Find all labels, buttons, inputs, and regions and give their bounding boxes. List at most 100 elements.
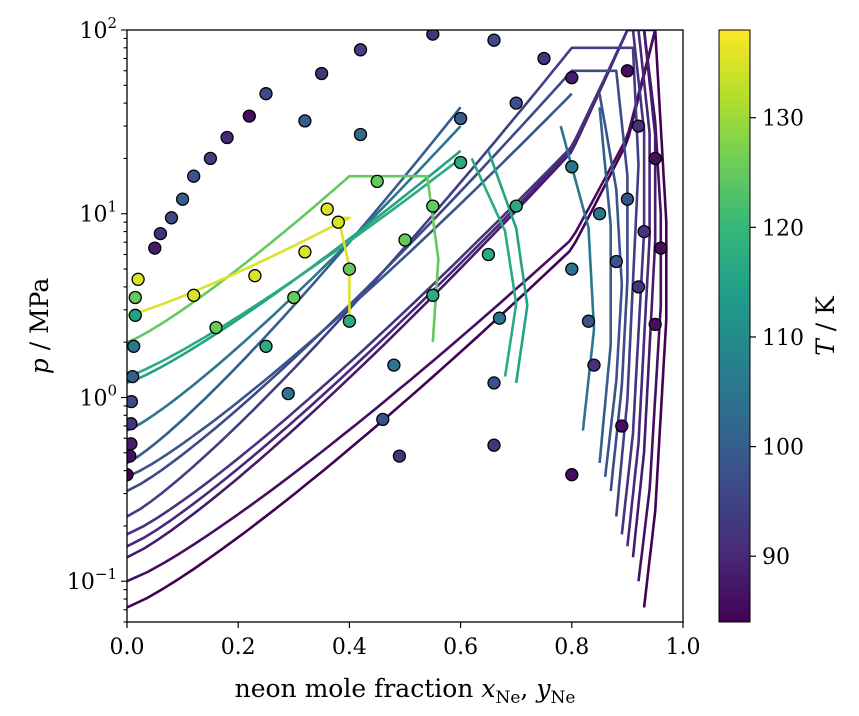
data-point xyxy=(153,226,168,241)
phase-curve-125K xyxy=(127,174,440,344)
data-point xyxy=(398,233,412,247)
data-point xyxy=(592,207,607,221)
data-point xyxy=(287,290,301,305)
data-point xyxy=(376,412,390,427)
data-point xyxy=(509,199,523,213)
data-point xyxy=(127,339,141,353)
data-point xyxy=(127,449,137,463)
data-point xyxy=(492,311,507,325)
y-tick-label: 102 xyxy=(79,14,117,44)
x-axis-label: neon mole fraction xNe, yNe xyxy=(235,674,576,708)
data-point xyxy=(609,254,623,269)
x-tick-label: 0.4 xyxy=(332,635,367,660)
data-point xyxy=(387,358,401,372)
phase-curve-94K xyxy=(127,46,640,518)
dew-curve-98K xyxy=(598,93,624,477)
phase-curve-90K xyxy=(127,30,651,548)
data-point xyxy=(392,449,407,463)
data-point xyxy=(487,33,501,47)
data-point xyxy=(565,71,579,85)
phase-curve-92K xyxy=(127,30,646,536)
dew-curve-105K xyxy=(559,125,596,431)
data-point xyxy=(615,419,629,433)
data-point xyxy=(537,51,551,66)
data-point xyxy=(487,438,501,452)
colorbar-tick-label: 90 xyxy=(762,545,790,570)
data-point xyxy=(353,43,368,57)
phase-curve-88K xyxy=(127,30,657,559)
data-point xyxy=(509,96,523,110)
data-point xyxy=(426,199,440,213)
data-point xyxy=(342,314,357,328)
phase-curve-98K xyxy=(127,92,573,478)
data-point xyxy=(648,151,662,166)
data-point xyxy=(453,111,468,126)
data-point xyxy=(298,245,312,259)
data-point xyxy=(187,169,201,183)
y-tick-label: 101 xyxy=(79,198,117,228)
data-point xyxy=(127,394,139,409)
data-point xyxy=(654,241,668,255)
y-tick-label: 10−1 xyxy=(67,565,117,595)
data-point xyxy=(242,109,256,123)
data-point xyxy=(298,114,312,128)
data-point xyxy=(620,64,635,78)
x-axis-ticks: 0.0 0.2 0.4 0.6 0.8 1.0 xyxy=(110,622,701,660)
data-point xyxy=(565,262,579,276)
data-point xyxy=(128,308,142,322)
x-tick-label: 1.0 xyxy=(666,635,701,660)
data-point xyxy=(481,247,496,262)
data-point xyxy=(620,192,635,206)
x-tick-label: 0.8 xyxy=(554,635,589,660)
y-axis-ticks: 102 101 100 10−1 xyxy=(67,14,127,623)
data-point xyxy=(127,417,138,431)
colorbar-tick-label: 130 xyxy=(762,107,804,132)
data-point xyxy=(631,119,646,133)
data-point xyxy=(331,215,345,229)
dew-curve-115K xyxy=(487,150,529,384)
phase-curve-100K xyxy=(127,106,462,465)
data-point xyxy=(453,155,468,170)
data-point xyxy=(565,468,579,482)
data-point xyxy=(203,151,218,166)
data-point xyxy=(164,211,179,225)
data-point xyxy=(426,288,440,302)
dew-curve-100K xyxy=(598,107,612,464)
data-point xyxy=(648,317,662,332)
data-point xyxy=(259,87,273,101)
data-point xyxy=(426,30,440,41)
y-axis-label: p / MPa xyxy=(25,278,54,375)
x-tick-label: 0.0 xyxy=(110,635,145,660)
phase-curve-86K xyxy=(127,30,663,583)
phase-curve-84K xyxy=(127,30,668,609)
data-point xyxy=(353,127,368,142)
colorbar-ticks: 90 100 110 120 130 xyxy=(750,107,804,570)
data-point xyxy=(259,339,273,353)
data-point xyxy=(128,290,142,305)
data-point xyxy=(131,272,145,286)
data-point xyxy=(175,192,190,206)
data-point xyxy=(127,468,134,482)
data-point xyxy=(314,66,329,81)
phase-curve-117K xyxy=(127,157,462,378)
data-point xyxy=(220,130,234,145)
data-point xyxy=(209,320,223,335)
data-point xyxy=(281,386,295,401)
data-point xyxy=(127,369,140,384)
x-tick-label: 0.2 xyxy=(221,635,256,660)
data-point xyxy=(148,241,162,255)
data-point xyxy=(127,437,138,451)
data-point xyxy=(187,288,201,302)
data-point xyxy=(320,202,334,216)
colorbar xyxy=(718,29,751,623)
colorbar-label: T / K xyxy=(811,295,840,356)
data-point xyxy=(487,376,501,390)
plot-frame xyxy=(126,29,684,623)
data-point xyxy=(370,174,384,189)
data-point xyxy=(248,269,262,283)
phase-curve-135K xyxy=(127,216,351,317)
y-tick-label: 100 xyxy=(79,381,117,411)
dew-curve-117K xyxy=(470,157,518,377)
x-tick-label: 0.6 xyxy=(443,635,478,660)
